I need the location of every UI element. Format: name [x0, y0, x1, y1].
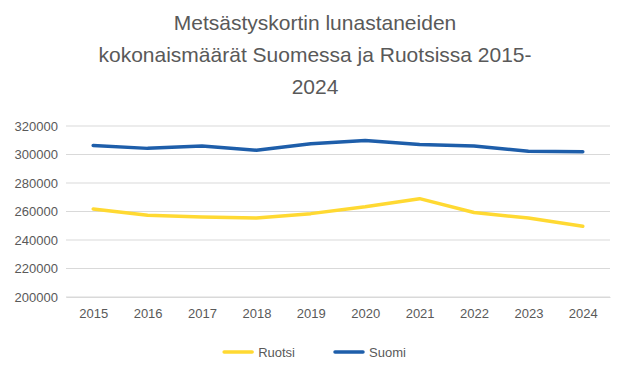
x-tick: 2016	[134, 297, 163, 321]
x-tick: 2019	[297, 297, 326, 321]
grid-line	[66, 126, 610, 127]
chart: Metsästyskortin lunastaneiden kokonaismää…	[0, 0, 630, 378]
title-line: 2024	[292, 75, 339, 98]
x-tick: 2024	[569, 297, 598, 321]
x-tick-label: 2023	[514, 306, 543, 321]
x-tick-label: 2017	[188, 306, 217, 321]
x-tick: 2017	[188, 297, 217, 321]
y-tick-label: 300000	[15, 147, 58, 162]
y-axis: 200000 220000 240000 260000 280000 300000 3200…	[15, 119, 67, 305]
y-tick-label: 280000	[15, 176, 58, 191]
y-tick-label: 320000	[15, 119, 58, 134]
x-tick: 2023	[514, 297, 543, 321]
x-tick: 2018	[242, 297, 271, 321]
x-tick: 2021	[406, 297, 435, 321]
y-tick: 240000	[15, 233, 66, 248]
title-line: kokonaismäärät Suomessa ja Ruotsissa 201…	[98, 43, 531, 66]
x-tick-label: 2021	[406, 306, 435, 321]
y-tick: 200000	[15, 290, 66, 305]
legend-label: Ruotsi	[258, 345, 295, 360]
grid-line	[66, 240, 610, 241]
x-axis: 2015 2016 2017 2018 2019 2020 2021 2022 2023 2024	[67, 297, 611, 321]
title-line: Metsästyskortin lunastaneiden	[174, 11, 457, 34]
legend-label: Suomi	[369, 345, 406, 360]
y-tick-label: 240000	[15, 233, 58, 248]
x-axis-line	[67, 297, 611, 298]
x-tick-label: 2024	[569, 306, 598, 321]
x-tick-label: 2020	[351, 306, 380, 321]
grid-line	[66, 183, 610, 184]
y-tick: 320000	[15, 119, 66, 134]
y-tick: 280000	[15, 176, 66, 191]
background	[0, 0, 630, 378]
x-tick-label: 2016	[134, 306, 163, 321]
x-tick: 2022	[460, 297, 489, 321]
y-tick: 220000	[15, 261, 66, 276]
legend-swatch	[224, 350, 252, 354]
grid-line	[66, 154, 610, 155]
legend: Ruotsi Suomi	[224, 345, 406, 360]
y-tick-label: 220000	[15, 261, 58, 276]
title: Metsästyskortin lunastaneiden kokonaismää…	[98, 11, 531, 98]
grid-line	[66, 268, 610, 269]
y-tick-label: 260000	[15, 204, 58, 219]
x-tick-label: 2019	[297, 306, 326, 321]
grid-line	[66, 297, 610, 298]
grid	[66, 126, 610, 297]
y-tick: 260000	[15, 204, 66, 219]
x-tick-label: 2022	[460, 306, 489, 321]
y-tick: 300000	[15, 147, 66, 162]
plot-area	[93, 140, 583, 226]
x-tick-label: 2015	[79, 306, 108, 321]
x-tick: 2020	[351, 297, 380, 321]
series-line	[93, 140, 583, 151]
x-tick-label: 2018	[242, 306, 271, 321]
y-tick-label: 200000	[15, 290, 58, 305]
legend-item: Suomi	[335, 345, 406, 360]
legend-swatch	[335, 350, 363, 354]
series-line	[93, 199, 583, 227]
y-axis-line	[66, 127, 67, 298]
x-tick: 2015	[79, 297, 108, 321]
legend-item: Ruotsi	[224, 345, 295, 360]
